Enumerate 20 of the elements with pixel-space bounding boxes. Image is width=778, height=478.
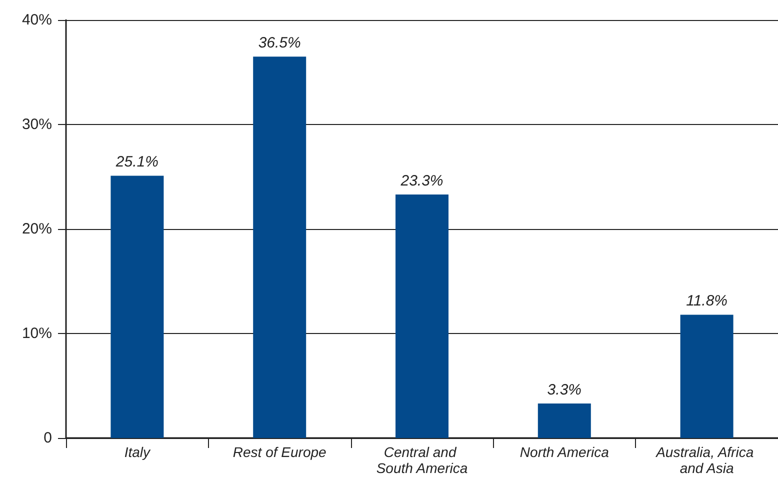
x-tick-label: Australia, Africa and Asia bbox=[655, 444, 758, 476]
x-tick-label: North America bbox=[520, 444, 610, 460]
x-tick-label: Central and South America bbox=[376, 444, 468, 476]
data-label: 3.3% bbox=[547, 382, 582, 399]
data-label: 23.3% bbox=[400, 172, 444, 190]
y-tick-label: 30% bbox=[22, 116, 52, 133]
y-tick-label: 0 bbox=[44, 430, 52, 446]
data-label: 11.8% bbox=[686, 292, 728, 310]
y-tick-label: 40% bbox=[22, 12, 52, 28]
x-tick-label: Italy bbox=[124, 444, 152, 460]
data-label: 36.5% bbox=[258, 34, 301, 52]
bar bbox=[396, 194, 448, 438]
bar bbox=[538, 404, 591, 438]
y-tick-label: 20% bbox=[22, 220, 52, 238]
bar bbox=[110, 176, 164, 438]
data-label: 25.1% bbox=[114, 154, 158, 171]
x-tick-label: Rest of Europe bbox=[232, 444, 327, 460]
bar bbox=[680, 314, 734, 438]
y-tick-label: 10% bbox=[22, 325, 52, 342]
bar bbox=[253, 56, 306, 438]
